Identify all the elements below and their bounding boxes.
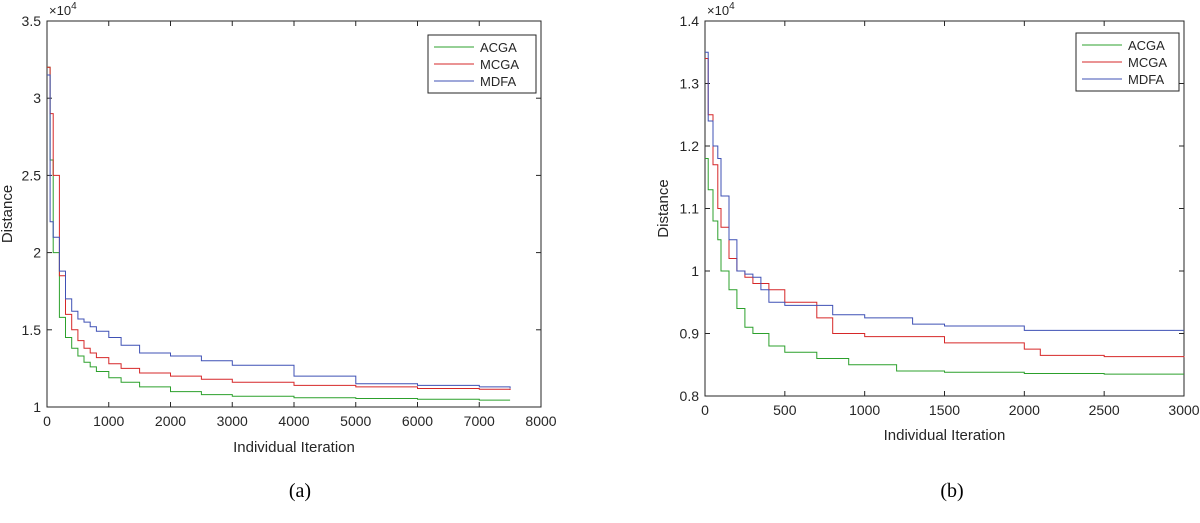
series-line-acga: [47, 66, 511, 401]
x-tick-label: 2000: [1009, 402, 1040, 418]
x-tick-label: 8000: [525, 413, 556, 429]
x-tick-label: 1500: [929, 402, 960, 418]
series-line-mcga: [705, 58, 1185, 358]
legend: ACGA MCGA MDFA: [1075, 32, 1180, 92]
y-exponent-power: 4: [729, 1, 735, 12]
y-tick-label: 3: [33, 90, 41, 106]
legend-label-mcga: MCGA: [480, 57, 519, 72]
y-tick-label: 1.2: [680, 138, 700, 154]
legend-label-acga: ACGA: [1128, 38, 1165, 53]
chart-b: 0 500 1000 1500 2000 2500 3000 0.8 0.9 1 1.1 1.2 1.3…: [655, 1, 1200, 502]
subfigure-caption: (a): [289, 480, 311, 502]
y-tick-label: 1: [33, 399, 41, 415]
legend-label-acga: ACGA: [480, 40, 517, 55]
x-axis-label: Individual Iteration: [884, 427, 1006, 444]
x-tick-label: 6000: [402, 413, 433, 429]
y-exponent-power: 4: [71, 1, 77, 12]
x-tick-label: 1000: [849, 402, 880, 418]
y-axis-label: Distance: [655, 179, 672, 237]
y-tick-label: 1.3: [680, 76, 700, 92]
x-tick-label: 500: [773, 402, 797, 418]
legend-label-mdfa: MDFA: [1128, 72, 1164, 87]
y-tick-label: 2: [33, 245, 41, 261]
x-tick-label: 0: [701, 402, 709, 418]
x-tick-label: 5000: [340, 413, 371, 429]
x-tick-label: 4000: [278, 413, 309, 429]
y-tick-label: 1.4: [680, 13, 700, 29]
x-tick-label: 1000: [93, 413, 124, 429]
x-tick-label: 0: [43, 413, 51, 429]
legend-label-mdfa: MDFA: [480, 74, 516, 89]
y-tick-label: 1.1: [680, 201, 700, 217]
x-tick-label: 7000: [464, 413, 495, 429]
series-line-mdfa: [705, 51, 1184, 331]
x-tick-label: 2500: [1089, 402, 1120, 418]
y-tick-label: 1: [691, 263, 699, 279]
y-exponent-label: ×104: [707, 1, 735, 18]
subfigure-caption: (b): [940, 480, 963, 502]
chart-a: 0 1000 2000 3000 4000 5000 6000 7000 8000 1 1.5 2 2.…: [0, 1, 557, 502]
y-tick-label: 3.5: [22, 13, 42, 29]
y-tick-label: 1.5: [22, 322, 42, 338]
legend-label-mcga: MCGA: [1128, 55, 1167, 70]
x-tick-label: 3000: [1168, 402, 1199, 418]
x-tick-label: 3000: [217, 413, 248, 429]
series-line-acga: [705, 158, 1184, 375]
x-tick-label: 2000: [155, 413, 186, 429]
y-tick-label: 2.5: [22, 167, 42, 183]
y-tick-label: 0.8: [680, 388, 700, 404]
y-tick-label: 0.9: [680, 326, 700, 342]
y-axis-label: Distance: [0, 185, 16, 243]
x-axis-label: Individual Iteration: [233, 439, 355, 456]
y-exponent-label: ×104: [49, 1, 77, 18]
legend: ACGA MCGA MDFA: [427, 34, 537, 94]
series-line-mcga: [47, 66, 511, 390]
series-line-mdfa: [47, 74, 511, 389]
